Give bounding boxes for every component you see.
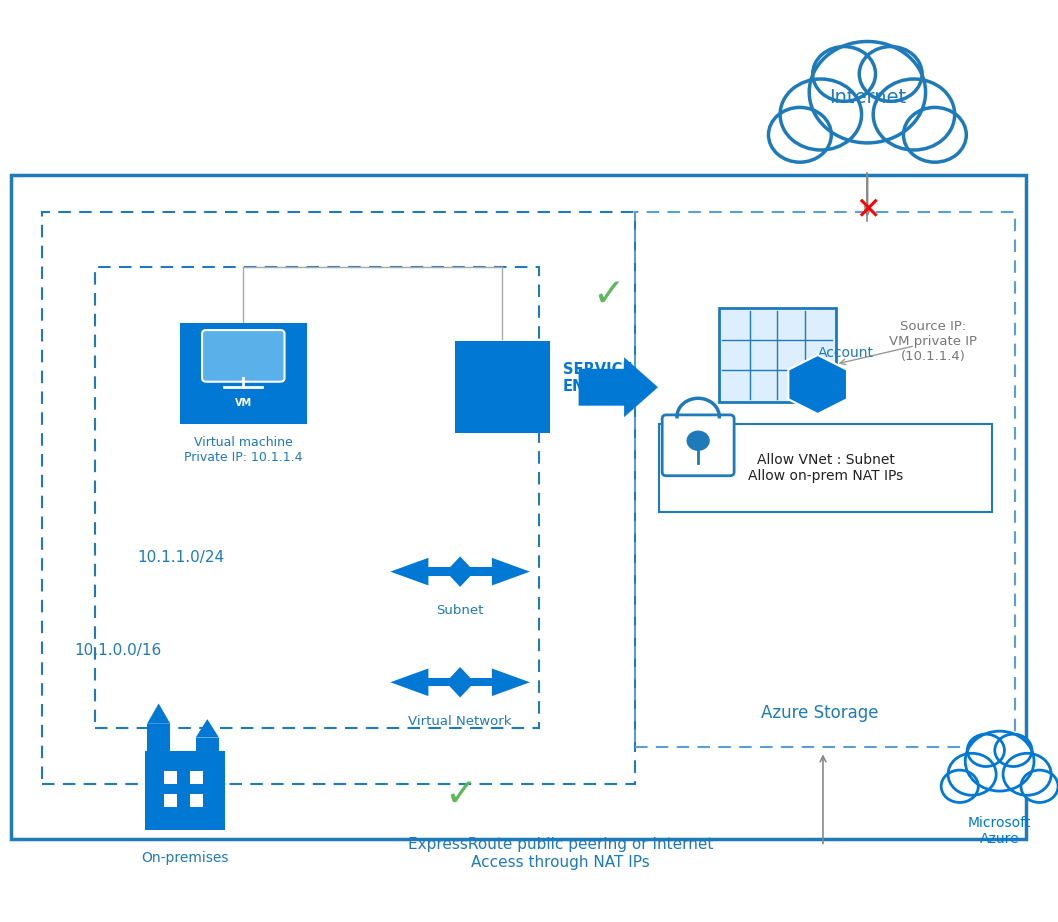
Bar <box>428 567 492 575</box>
Text: ✕: ✕ <box>855 196 880 226</box>
Text: Source IP:
VM private IP
(10.1.1.4): Source IP: VM private IP (10.1.1.4) <box>889 320 977 362</box>
Text: Virtual machine
Private IP: 10.1.1.4: Virtual machine Private IP: 10.1.1.4 <box>184 436 303 464</box>
Text: Virtual Network: Virtual Network <box>408 715 512 727</box>
Circle shape <box>859 47 923 101</box>
Text: Microsoft
Azure: Microsoft Azure <box>968 816 1032 846</box>
Text: SERVICE
ENDPOINT: SERVICE ENDPOINT <box>563 361 649 395</box>
Polygon shape <box>390 558 428 585</box>
Bar <box>164 771 177 784</box>
Circle shape <box>1003 753 1052 796</box>
Text: ExpressRoute public peering or Internet
Access through NAT IPs: ExpressRoute public peering or Internet … <box>408 837 713 869</box>
Circle shape <box>995 734 1032 766</box>
Circle shape <box>948 753 997 796</box>
Bar <box>145 751 225 830</box>
Circle shape <box>809 41 926 143</box>
Text: 10.1.0.0/16: 10.1.0.0/16 <box>74 643 161 657</box>
Bar <box>42 212 635 784</box>
Circle shape <box>687 431 710 451</box>
FancyBboxPatch shape <box>202 330 285 382</box>
Bar <box>147 724 170 761</box>
Polygon shape <box>445 668 474 697</box>
Circle shape <box>965 731 1034 791</box>
Circle shape <box>813 47 876 101</box>
Bar <box>190 771 203 784</box>
Text: ✓: ✓ <box>443 775 476 814</box>
Circle shape <box>1021 770 1058 802</box>
Bar <box>196 738 219 765</box>
FancyArrow shape <box>579 358 658 417</box>
Circle shape <box>768 108 832 162</box>
Bar <box>428 679 492 686</box>
Circle shape <box>780 79 861 150</box>
Polygon shape <box>492 558 530 585</box>
Text: On-premises: On-premises <box>142 851 229 865</box>
Bar <box>190 794 203 807</box>
Bar <box>455 341 550 433</box>
Bar <box>11 175 1026 839</box>
Text: Account: Account <box>818 346 874 360</box>
Circle shape <box>873 79 954 150</box>
Circle shape <box>904 108 966 162</box>
Circle shape <box>942 770 979 802</box>
Polygon shape <box>196 719 219 738</box>
Polygon shape <box>390 668 428 696</box>
FancyBboxPatch shape <box>659 424 992 512</box>
Text: VM: VM <box>235 398 252 408</box>
Circle shape <box>967 734 1004 766</box>
Polygon shape <box>445 557 474 587</box>
Text: Allow VNet : Subnet
Allow on-prem NAT IPs: Allow VNet : Subnet Allow on-prem NAT IP… <box>748 453 904 483</box>
FancyBboxPatch shape <box>180 323 307 424</box>
Bar <box>635 212 1016 747</box>
Text: Subnet: Subnet <box>437 604 484 617</box>
Text: Internet: Internet <box>828 88 906 107</box>
Text: ✓: ✓ <box>591 276 624 314</box>
FancyBboxPatch shape <box>719 308 836 402</box>
Text: 10.1.1.0/24: 10.1.1.0/24 <box>138 550 224 565</box>
Bar <box>95 267 540 728</box>
Bar <box>164 794 177 807</box>
Polygon shape <box>492 668 530 696</box>
Text: Azure Storage: Azure Storage <box>761 703 878 722</box>
Polygon shape <box>147 703 170 724</box>
FancyBboxPatch shape <box>662 415 734 476</box>
